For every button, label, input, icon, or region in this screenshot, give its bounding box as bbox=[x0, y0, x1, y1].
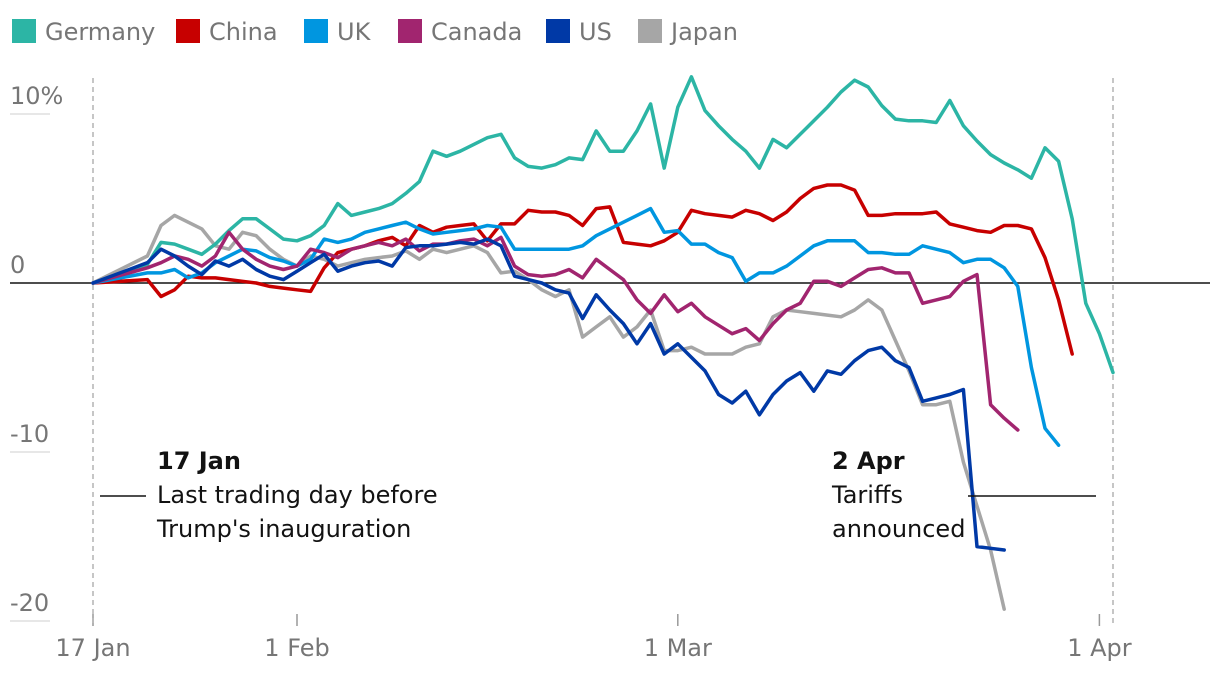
legend-swatch-us bbox=[546, 19, 570, 43]
legend-swatch-germany bbox=[12, 19, 36, 43]
x-tick-label: 1 Feb bbox=[264, 634, 329, 662]
legend-swatch-canada bbox=[398, 19, 422, 43]
legend-item-uk: UK bbox=[304, 18, 372, 46]
annotations: 17 Jan Last trading day before Trump's i… bbox=[100, 447, 1096, 543]
legend-item-canada: Canada bbox=[398, 18, 522, 46]
series-line-canada bbox=[91, 230, 1020, 432]
event-marker-lines bbox=[92, 78, 1114, 626]
annotation-inauguration-line-1: Last trading day before bbox=[157, 481, 438, 509]
legend-label-canada: Canada bbox=[431, 18, 522, 46]
annotation-inauguration-date: 17 Jan bbox=[157, 447, 241, 475]
legend-label-china: China bbox=[209, 18, 278, 46]
annotation-inauguration: 17 Jan Last trading day before Trump's i… bbox=[100, 447, 438, 543]
y-tick-label: 10% bbox=[10, 82, 63, 110]
annotation-tariffs: 2 Apr Tariffs announced bbox=[831, 447, 1096, 543]
annotation-tariffs-line-1: Tariffs bbox=[831, 481, 903, 509]
legend-item-germany: Germany bbox=[12, 18, 155, 46]
series-line-japan bbox=[91, 213, 1006, 611]
y-tick-label: -10 bbox=[10, 420, 49, 448]
legend-swatch-japan bbox=[638, 19, 662, 43]
annotation-tariffs-date: 2 Apr bbox=[832, 447, 905, 475]
legend-swatch-china bbox=[176, 19, 200, 43]
annotation-tariffs-line-2: announced bbox=[832, 515, 965, 543]
legend-label-japan: Japan bbox=[669, 18, 738, 46]
series-line-us bbox=[91, 237, 1006, 552]
series-line-germany bbox=[91, 75, 1115, 375]
series-lines bbox=[91, 75, 1115, 611]
legend-item-china: China bbox=[176, 18, 278, 46]
legend-label-germany: Germany bbox=[45, 18, 155, 46]
x-axis: 17 Jan 1 Feb 1 Mar 1 Apr bbox=[55, 614, 1132, 662]
legend-label-uk: UK bbox=[337, 18, 372, 46]
legend-item-us: US bbox=[546, 18, 612, 46]
legend-item-japan: Japan bbox=[638, 18, 738, 46]
legend-label-us: US bbox=[579, 18, 612, 46]
x-tick-label: 1 Apr bbox=[1067, 634, 1132, 662]
y-tick-label: -20 bbox=[10, 589, 49, 617]
legend-swatch-uk bbox=[304, 19, 328, 43]
y-tick-label: 0 bbox=[10, 251, 25, 279]
y-axis: 10% 0 -10 -20 bbox=[10, 82, 63, 622]
series-line-uk bbox=[91, 206, 1061, 447]
legend: Germany China UK Canada US Japan bbox=[12, 18, 738, 46]
series-line-china bbox=[91, 183, 1074, 356]
annotation-inauguration-line-2: Trump's inauguration bbox=[156, 515, 411, 543]
x-tick-label: 17 Jan bbox=[55, 634, 130, 662]
x-tick-label: 1 Mar bbox=[644, 634, 712, 662]
